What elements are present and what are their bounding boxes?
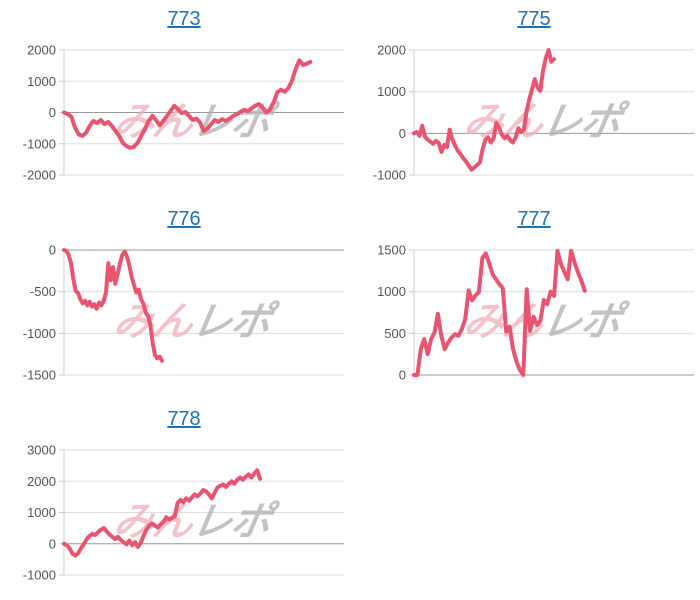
machine-number-link-773[interactable]: 773 (167, 8, 201, 30)
slump-graph-778: 3000 2000 1000 0 -1000 みんレポ (23, 443, 344, 583)
y-axis-label: -1000 (23, 568, 56, 583)
slump-line-series (62, 248, 164, 363)
y-axis-label: 500 (384, 326, 406, 341)
minrepo-watermark-gray: レポ (538, 98, 631, 145)
chart-title-row: 777 (350, 200, 700, 238)
y-axis-label: 1000 (377, 84, 406, 99)
y-axis-label: 0 (399, 126, 406, 141)
minrepo-watermark-gray: レポ (188, 498, 281, 545)
slump-graph-776: 0 -500 -1000 -1500 みんレポ (23, 243, 344, 383)
machine-number-link-778[interactable]: 778 (167, 408, 201, 430)
minrepo-watermark-gray: レポ (188, 98, 281, 145)
y-axis-label: -1000 (23, 326, 56, 341)
y-axis-label: -1000 (23, 136, 56, 151)
y-axis-label: -2000 (23, 168, 56, 183)
minrepo-watermark-pink: みん (110, 498, 199, 545)
minrepo-watermark-pink: みん (110, 298, 199, 345)
minrepo-watermark-gray: レポ (188, 298, 281, 345)
minrepo-watermark: みんレポ (110, 498, 281, 545)
y-axis-label: 0 (49, 536, 56, 551)
machine-number-link-776[interactable]: 776 (167, 208, 201, 230)
chart-title-row: 776 (0, 200, 350, 238)
y-axis-label: 0 (49, 105, 56, 120)
machine-number-link-777[interactable]: 777 (517, 208, 551, 230)
chart-cell-773: 773 2000 1000 0 -1000 -2000 みんレポ (0, 0, 350, 200)
y-axis-label: 0 (49, 243, 56, 258)
minrepo-watermark-gray: レポ (538, 298, 631, 345)
y-axis-label: -1500 (23, 368, 56, 383)
y-axis-label: 2000 (27, 474, 56, 489)
slump-line-series (412, 248, 587, 377)
y-axis-label: 1500 (377, 243, 406, 258)
chart-cell-777: 777 1500 1000 500 0 みんレポ (350, 200, 700, 400)
chart-cell-775: 775 2000 1000 0 -1000 みんレポ (350, 0, 700, 200)
slump-line-series (62, 468, 262, 558)
chart-cell-778: 778 3000 2000 1000 0 -1000 みんレポ (0, 400, 350, 600)
y-axis-label: 2000 (27, 43, 56, 58)
chart-cell-776: 776 0 -500 -1000 -1500 みんレポ (0, 200, 350, 400)
machine-number-link-775[interactable]: 775 (517, 8, 551, 30)
slump-line-series (62, 58, 313, 150)
y-axis-label: 3000 (27, 443, 56, 458)
y-axis-label: 1000 (377, 284, 406, 299)
y-axis-label: -1000 (373, 168, 406, 183)
y-axis-label: 2000 (377, 43, 406, 58)
chart-title-row: 775 (350, 0, 700, 38)
chart-title-row: 778 (0, 400, 350, 438)
slump-line-series (412, 48, 556, 172)
minrepo-watermark: みんレポ (110, 298, 281, 345)
chart-title-row: 773 (0, 0, 350, 38)
y-axis-label: 0 (399, 368, 406, 383)
y-axis-label: 1000 (27, 505, 56, 520)
y-axis-label: 1000 (27, 74, 56, 89)
y-axis-label: -500 (30, 284, 56, 299)
